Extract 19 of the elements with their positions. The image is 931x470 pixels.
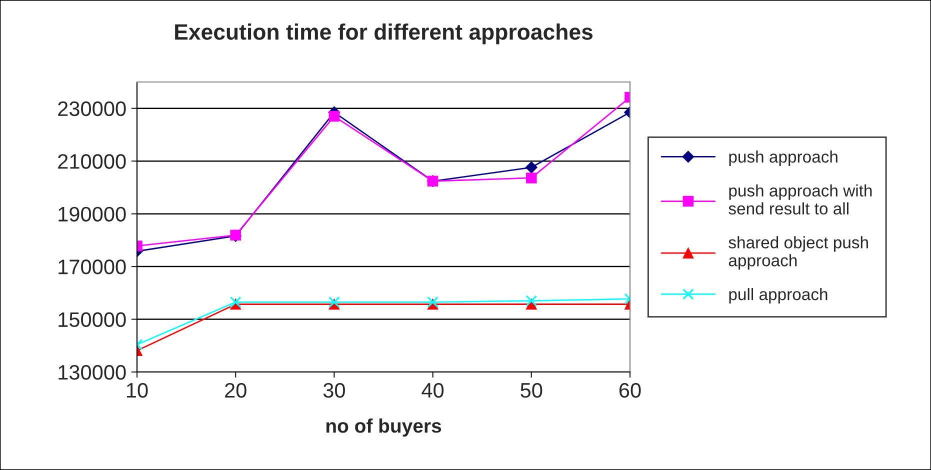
- x-tick-label: 60: [619, 382, 641, 398]
- x-tick-label: 10: [127, 382, 148, 398]
- x-axis-title: no of buyers: [326, 418, 442, 437]
- chart-title: Execution time for different approaches: [175, 24, 593, 44]
- legend-label: push approach: [729, 150, 838, 166]
- x-tick-label: 30: [323, 382, 345, 398]
- y-tick-label: 130000: [58, 365, 126, 380]
- legend-label: shared object push approach: [728, 236, 868, 270]
- y-tick-label: 230000: [58, 101, 126, 116]
- x-tick-label: 20: [225, 382, 246, 398]
- y-tick-label: 190000: [58, 206, 126, 222]
- point: [328, 110, 340, 122]
- y-tick-label: 210000: [58, 154, 126, 169]
- y-tick-label: 150000: [58, 312, 126, 328]
- x-tick-label: 50: [520, 382, 542, 398]
- x-tick-label: 40: [422, 382, 444, 398]
- legend-label: pull approach: [729, 288, 828, 304]
- legend-label: push approach with send result to all: [728, 184, 872, 215]
- y-tick-label: 170000: [58, 260, 126, 274]
